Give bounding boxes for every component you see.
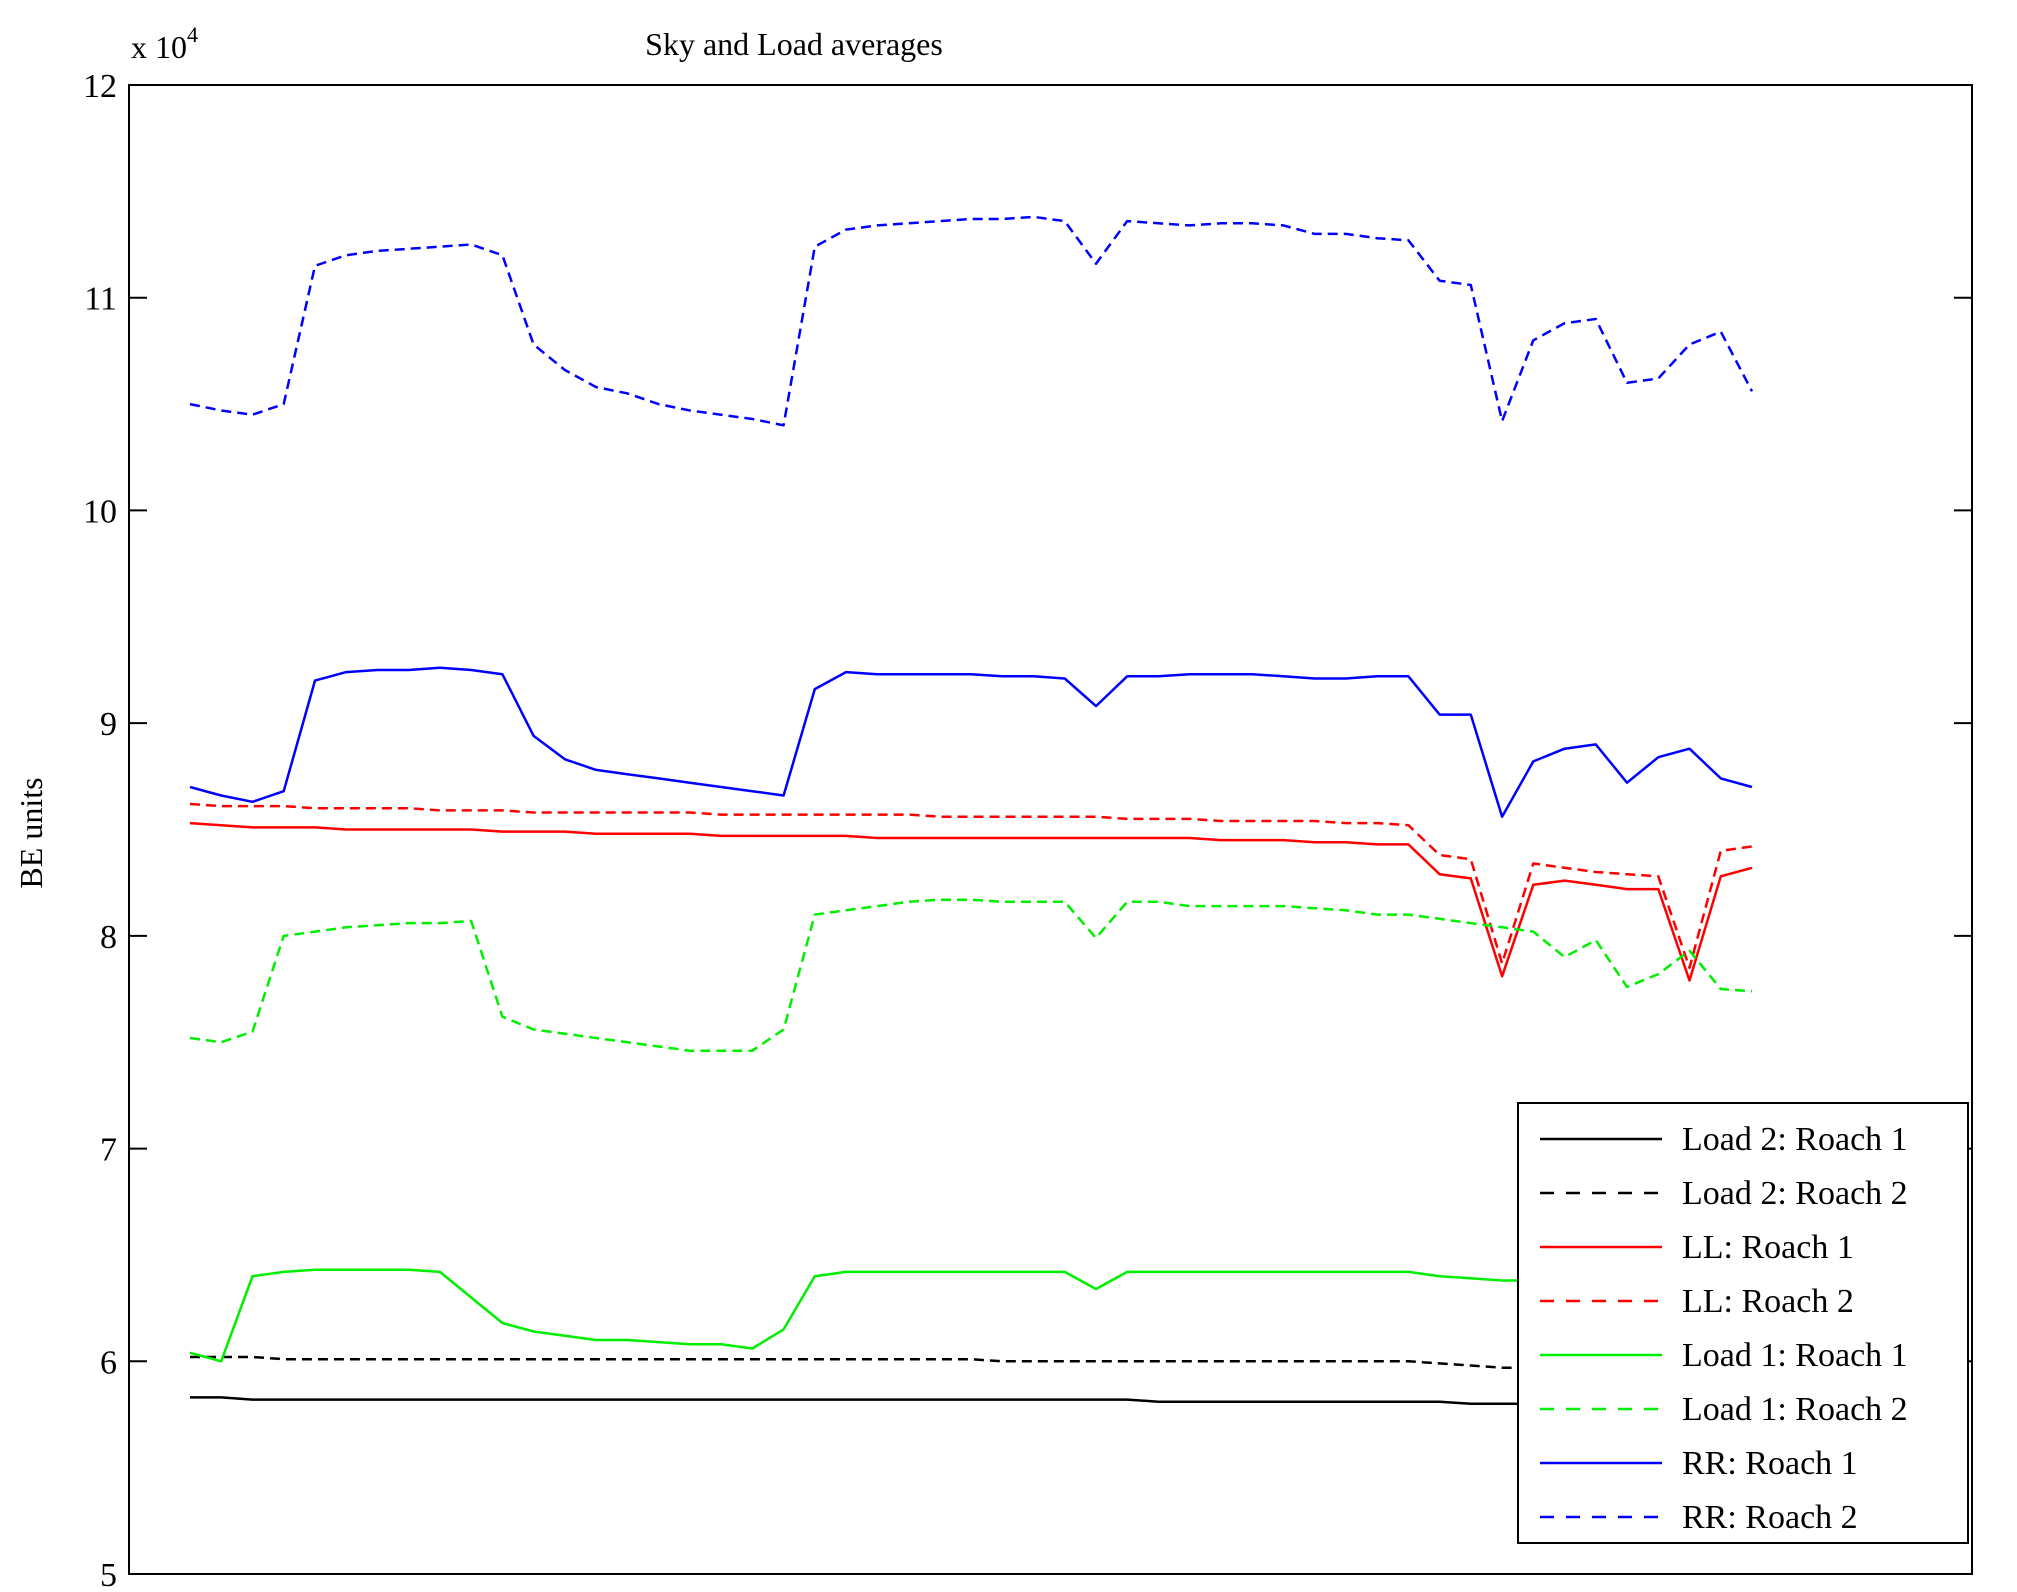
y-tick-label: 6 xyxy=(100,1344,117,1381)
series-line-ll-roach-1 xyxy=(189,821,1753,982)
series-line-ll-roach-2 xyxy=(189,802,1753,970)
series-line-load-1-roach-2 xyxy=(189,898,1753,1052)
chart-title: Sky and Load averages xyxy=(645,26,943,62)
legend-entry: Load 1: Roach 2 xyxy=(1540,1391,1908,1428)
y-tick-label: 8 xyxy=(100,919,117,956)
legend-label-load1-roach1: Load 1: Roach 1 xyxy=(1682,1337,1908,1374)
legend-entry: RR: Roach 1 xyxy=(1540,1445,1858,1482)
legend-label-load2-roach2: Load 2: Roach 2 xyxy=(1682,1175,1908,1212)
series-line-load-2-roach-2 xyxy=(190,1355,1752,1372)
series-group xyxy=(189,215,1754,1410)
legend-label-ll-roach1: LL: Roach 1 xyxy=(1682,1229,1854,1266)
legend-label-rr-roach2: RR: Roach 2 xyxy=(1682,1499,1858,1536)
series-line-load-2-roach-1 xyxy=(190,1396,1752,1410)
y-tick-label: 10 xyxy=(83,493,117,530)
y-multiplier-exponent: 4 xyxy=(187,22,198,47)
y-tick-label: 11 xyxy=(84,281,117,318)
y-multiplier-base: x 10 xyxy=(131,29,187,65)
legend-label-rr-roach1: RR: Roach 1 xyxy=(1682,1445,1858,1482)
legend-box xyxy=(1517,1102,1969,1544)
legend-label-load1-roach2: Load 1: Roach 2 xyxy=(1682,1391,1908,1428)
legend-entry: Load 2: Roach 2 xyxy=(1540,1175,1908,1212)
legend-entry: RR: Roach 2 xyxy=(1540,1499,1858,1536)
tick-group: 5 6 7 8 9 10 11 12 xyxy=(83,68,1972,1592)
y-tick-label: 12 xyxy=(83,68,117,105)
y-tick-label: 9 xyxy=(100,706,117,743)
series-line-rr-roach-2 xyxy=(189,215,1754,427)
legend-entry: LL: Roach 2 xyxy=(1540,1283,1854,1320)
legend-entry: LL: Roach 1 xyxy=(1540,1229,1854,1266)
series-line-rr-roach-1 xyxy=(189,666,1753,818)
legend-label-ll-roach2: LL: Roach 2 xyxy=(1682,1283,1854,1320)
legend: Load 2: Roach 1 Load 2: Roach 2 LL: Roac… xyxy=(1517,1102,1969,1544)
legend-entry: Load 1: Roach 1 xyxy=(1540,1337,1908,1374)
series-line-load-1-roach-1 xyxy=(189,1268,1753,1363)
y-tick-label: 7 xyxy=(100,1132,117,1169)
plot-frame xyxy=(128,84,1973,1575)
legend-label-load2-roach1: Load 2: Roach 1 xyxy=(1682,1121,1908,1158)
legend-entry: Load 2: Roach 1 xyxy=(1540,1121,1908,1158)
y-tick-label: 5 xyxy=(100,1557,117,1592)
y-axis-label: BE units xyxy=(13,777,49,888)
y-multiplier: x 104 xyxy=(131,22,198,65)
